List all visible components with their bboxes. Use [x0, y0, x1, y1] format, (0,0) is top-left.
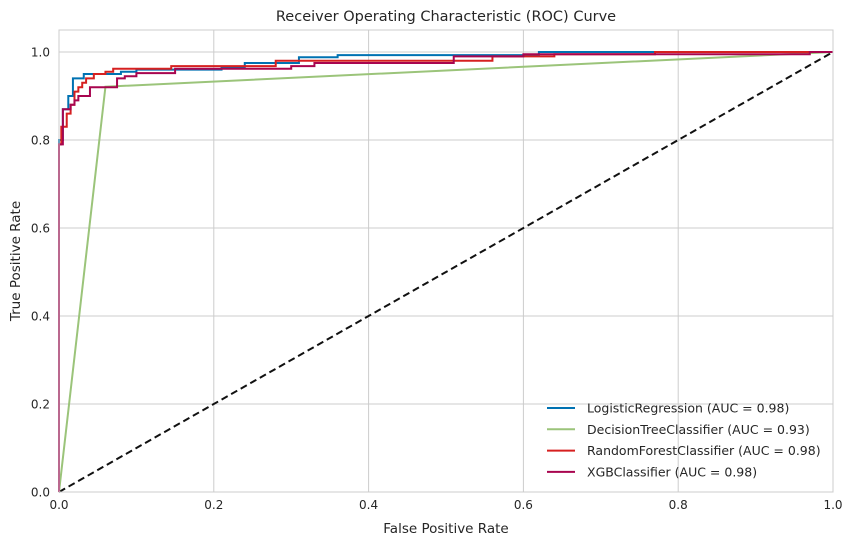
series-line-2 — [58, 51, 833, 492]
series-group — [58, 51, 834, 493]
legend-entry: LogisticRegression (AUC = 0.98) — [587, 401, 789, 416]
chart-title: Receiver Operating Characteristic (ROC) … — [276, 9, 616, 25]
legend-entry: DecisionTreeClassifier (AUC = 0.93) — [587, 422, 810, 437]
y-tick-label: 1.0 — [31, 46, 50, 60]
series-line-3 — [58, 51, 833, 492]
y-tick-label: 0.8 — [31, 134, 50, 148]
x-tick-label: 0.6 — [514, 498, 533, 512]
legend: LogisticRegression (AUC = 0.98) DecisionT… — [547, 401, 821, 479]
reference-line-group — [58, 51, 834, 493]
y-tick-labels: 0.0 0.2 0.4 0.6 0.8 1.0 — [31, 46, 50, 500]
plot-frame — [58, 29, 834, 493]
x-tick-label: 0.8 — [669, 498, 688, 512]
y-tick-label: 0.2 — [31, 398, 50, 412]
x-tick-label: 0.2 — [204, 498, 223, 512]
legend-entry: RandomForestClassifier (AUC = 0.98) — [587, 443, 821, 458]
x-tick-label: 0.0 — [49, 498, 68, 512]
x-axis-label: False Positive Rate — [383, 521, 508, 537]
legend-entry: XGBClassifier (AUC = 0.98) — [587, 464, 757, 479]
x-tick-labels: 0.0 0.2 0.4 0.6 0.8 1.0 — [49, 498, 842, 512]
chance-line — [58, 51, 834, 493]
y-tick-label: 0.4 — [31, 310, 50, 324]
x-tick-label: 1.0 — [823, 498, 842, 512]
y-tick-label: 0.6 — [31, 222, 50, 236]
x-tick-label: 0.4 — [359, 498, 378, 512]
y-axis-label: True Positive Rate — [8, 201, 24, 322]
y-tick-label: 0.0 — [31, 486, 50, 500]
